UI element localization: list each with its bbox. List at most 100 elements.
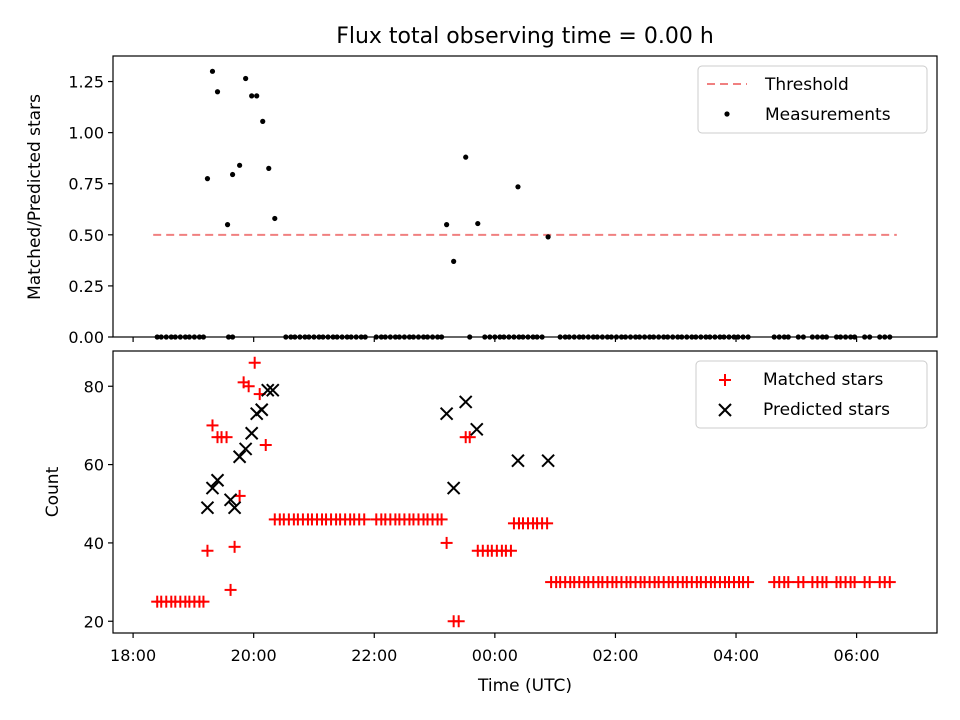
bottom-x-tick-label: 18:00	[110, 646, 156, 665]
matched-star-point	[452, 615, 465, 628]
bottom-x-tick-label: 00:00	[472, 646, 518, 665]
measurement-point	[266, 165, 272, 171]
predicted-star-point	[470, 422, 484, 437]
matched-star-point	[883, 576, 896, 589]
matched-star-point	[228, 540, 241, 553]
bottom-legend: Matched stars Predicted stars	[695, 360, 928, 429]
bottom-x-tick-label: 22:00	[351, 646, 397, 665]
matched-star-point	[224, 583, 237, 596]
legend-measurement-swatch	[724, 111, 730, 117]
measurement-point	[272, 215, 278, 222]
predicted-star-point	[200, 500, 215, 515]
predicted-star-stroke	[223, 493, 238, 507]
measurement-point	[237, 162, 243, 168]
matched-star-point	[197, 595, 210, 608]
top-panel: Flux total observing time = 0.00 h 0.00 0…	[25, 24, 938, 347]
predicted-star-point	[266, 383, 280, 397]
legend-predicted-swatch	[718, 403, 732, 417]
predicted-star-point	[459, 395, 473, 409]
predicted-star-point	[261, 383, 275, 397]
predicted-star-stroke	[439, 406, 454, 421]
bottom-x-axis-label: Time (UTC)	[477, 676, 572, 696]
measurement-point	[204, 176, 211, 182]
matched-star-point	[259, 439, 272, 451]
predicted-star-stroke	[511, 453, 525, 468]
bottom-axes-frame	[112, 350, 938, 634]
top-y-tick-label: 0.25	[68, 277, 104, 296]
matched-star-point	[820, 576, 833, 589]
measurement-point	[243, 75, 249, 82]
matched-star-point	[463, 431, 476, 444]
matched-star-point	[435, 513, 448, 526]
predicted-star-point	[511, 453, 525, 468]
predicted-star-point	[255, 403, 269, 417]
predicted-star-point	[205, 481, 220, 495]
legend-measurement-label: Measurements	[765, 105, 891, 125]
predicted-star-point	[446, 481, 461, 495]
bottom-y-axis-label: Count	[43, 466, 63, 517]
bottom-x-ticks: 18:00 20:00 22:00 00:00 02:00 04:00 06:00	[110, 633, 880, 665]
measurement-point	[463, 154, 469, 160]
legend-matched-swatch	[719, 374, 731, 386]
predicted-star-stroke	[266, 383, 280, 397]
predicted-star-stroke	[238, 442, 253, 456]
top-legend: Threshold Measurements	[697, 65, 928, 134]
top-chart-title: Flux total observing time = 0.00 h	[336, 24, 714, 49]
matched-star-point	[440, 536, 453, 549]
measurement-point	[214, 89, 221, 95]
predicted-star-stroke	[446, 481, 461, 495]
bottom-x-tick-label: 20:00	[231, 646, 277, 665]
predicted-star-stroke	[227, 500, 242, 515]
bottom-y-tick-label: 20	[84, 612, 104, 631]
matched-star-point	[220, 431, 233, 444]
predicted-star-stroke	[205, 481, 220, 495]
matched-star-point	[242, 380, 255, 393]
measurement-point	[249, 93, 255, 99]
measurement-point	[260, 118, 266, 124]
predicted-star-point	[232, 450, 247, 464]
matched-star-point	[504, 544, 517, 557]
legend-matched-label: Matched stars	[763, 370, 883, 390]
matched-star-point	[742, 576, 755, 589]
matched-star-point	[848, 576, 861, 589]
measurement-point	[209, 68, 216, 74]
measurement-point	[545, 234, 551, 240]
measurement-point	[229, 171, 236, 178]
top-y-ticks: 0.00 0.25 0.50 0.75 1.00 1.25	[68, 73, 113, 347]
predicted-star-stroke	[210, 473, 225, 487]
bottom-x-tick-label: 04:00	[713, 646, 759, 665]
measurement-point	[451, 258, 457, 264]
matched-star-point	[206, 419, 219, 432]
top-x-ticks	[132, 337, 858, 342]
predicted-star-point	[210, 473, 225, 487]
predicted-star-point	[223, 493, 238, 507]
top-y-axis-label: Matched/Predicted stars	[25, 94, 45, 300]
matched-star-point	[782, 576, 795, 589]
predicted-star-stroke	[261, 383, 275, 397]
measurement-point	[444, 222, 450, 228]
matched-star-point	[358, 513, 371, 526]
bottom-y-tick-label: 60	[84, 456, 104, 475]
bottom-y-ticks: 20 40 60 80	[84, 377, 113, 631]
matched-star-point	[863, 576, 876, 589]
predicted-star-point	[439, 406, 454, 421]
predicted-star-stroke	[459, 395, 473, 409]
predicted-star-stroke	[541, 453, 555, 468]
measurement-point	[224, 222, 231, 228]
bottom-x-tick-label: 02:00	[592, 646, 638, 665]
top-y-tick-label: 1.00	[68, 124, 104, 143]
bottom-x-tick-label: 06:00	[834, 646, 880, 665]
measurement-point	[254, 93, 260, 99]
predicted-star-stroke	[470, 422, 484, 437]
top-legend-box	[697, 65, 928, 134]
matched-star-point	[541, 517, 554, 530]
bottom-y-tick-label: 40	[84, 534, 104, 553]
predicted-star-stroke	[255, 403, 269, 417]
top-y-tick-label: 0.00	[68, 328, 104, 347]
predicted-star-stroke	[200, 500, 215, 515]
top-y-tick-label: 0.50	[68, 226, 104, 245]
top-y-tick-label: 1.25	[68, 73, 104, 92]
predicted-stars-points	[200, 383, 555, 515]
matched-star-point	[201, 544, 214, 557]
bottom-legend-box	[695, 360, 928, 429]
